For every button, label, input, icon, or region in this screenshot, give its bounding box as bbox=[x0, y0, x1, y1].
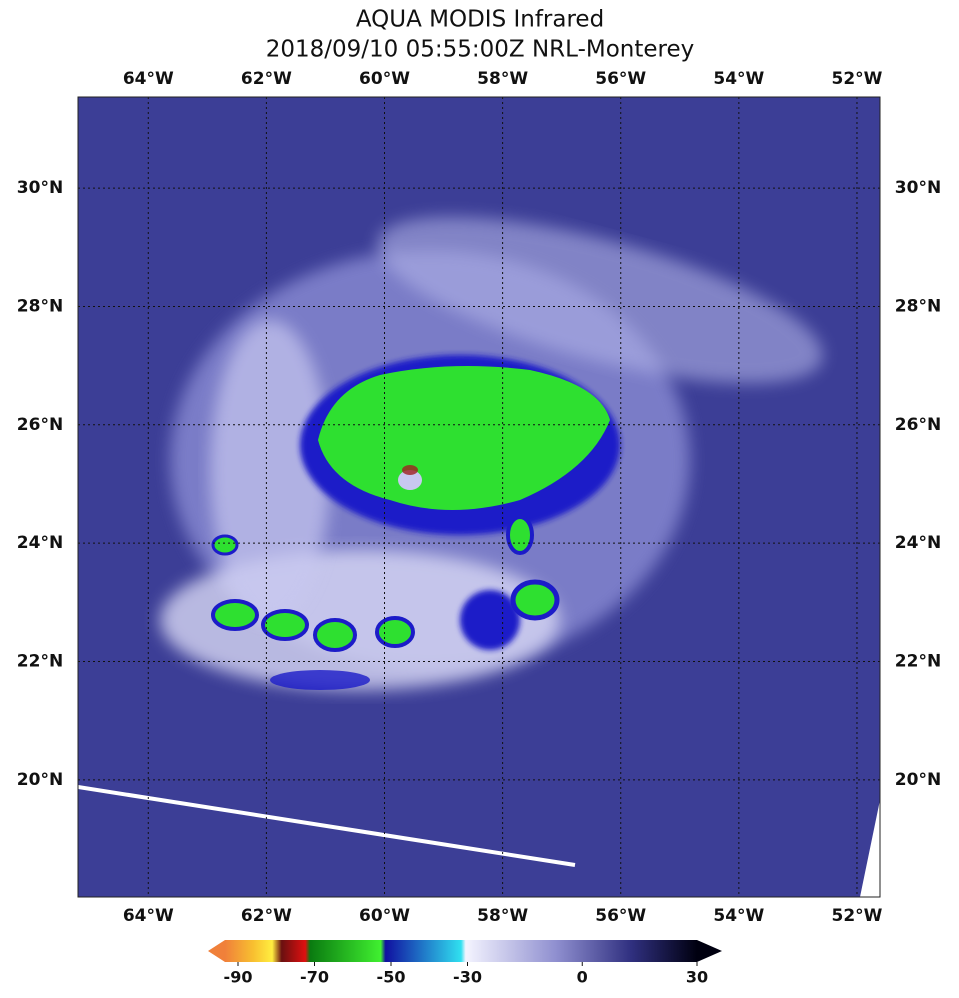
colorbar-tick-label: -90 bbox=[224, 968, 253, 987]
colorbar-tick-label: 0 bbox=[577, 968, 588, 987]
lon-label: 56°W bbox=[595, 69, 646, 89]
lon-label: 64°W bbox=[123, 69, 174, 89]
lat-label: 30°N bbox=[17, 178, 63, 198]
lon-label: 58°W bbox=[477, 69, 528, 89]
lon-label: 64°W bbox=[123, 906, 174, 926]
lat-label: 26°N bbox=[17, 415, 63, 435]
title: AQUA MODIS Infrared bbox=[356, 7, 604, 33]
lon-label: 60°W bbox=[359, 906, 410, 926]
colorbar-ticks: -90 -70 -50 -30 0 30 bbox=[224, 962, 708, 987]
lat-label: 30°N bbox=[895, 178, 941, 198]
lat-label: 22°N bbox=[17, 651, 63, 671]
colorbar-tick-label: -70 bbox=[300, 968, 329, 987]
satellite-image bbox=[78, 97, 880, 897]
lon-label: 52°W bbox=[832, 906, 883, 926]
lat-label: 24°N bbox=[895, 533, 941, 553]
lat-label: 24°N bbox=[17, 533, 63, 553]
lat-label: 20°N bbox=[17, 770, 63, 790]
lon-label: 54°W bbox=[713, 906, 764, 926]
lat-label: 26°N bbox=[895, 415, 941, 435]
lat-label: 28°N bbox=[895, 296, 941, 316]
lon-label: 52°W bbox=[832, 69, 883, 89]
colorbar-tick-label: 30 bbox=[686, 968, 708, 987]
lon-label: 58°W bbox=[477, 906, 528, 926]
colorbar-tick-label: -50 bbox=[377, 968, 406, 987]
lon-label: 62°W bbox=[241, 69, 292, 89]
colorbar bbox=[225, 940, 697, 962]
lat-label: 22°N bbox=[895, 651, 941, 671]
lon-label: 62°W bbox=[241, 906, 292, 926]
lat-label: 28°N bbox=[17, 296, 63, 316]
subtitle: 2018/09/10 05:55:00Z NRL-Monterey bbox=[266, 37, 695, 63]
colorbar-tick-label: -30 bbox=[453, 968, 482, 987]
lon-label: 54°W bbox=[713, 69, 764, 89]
lon-label: 56°W bbox=[595, 906, 646, 926]
map-frame bbox=[77, 96, 881, 898]
graticule bbox=[78, 97, 880, 897]
lat-label: 20°N bbox=[895, 770, 941, 790]
lon-label: 60°W bbox=[359, 69, 410, 89]
colorbar-min-arrow bbox=[208, 940, 225, 962]
colorbar-max-arrow bbox=[697, 940, 722, 962]
